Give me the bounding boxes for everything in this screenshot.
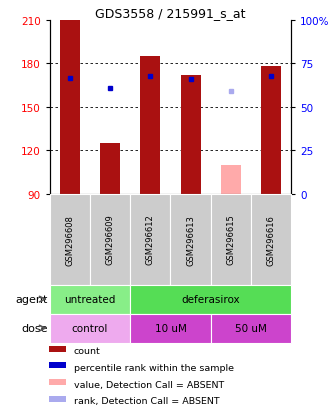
Text: dose: dose	[21, 323, 48, 333]
Bar	[180, 76, 201, 194]
Text: deferasirox: deferasirox	[181, 294, 240, 304]
Bar	[49, 363, 66, 368]
Bar	[211, 194, 251, 285]
Bar	[49, 346, 66, 352]
Bar	[90, 194, 130, 285]
Text: percentile rank within the sample: percentile rank within the sample	[74, 363, 234, 372]
Text: GSM296609: GSM296609	[106, 214, 115, 265]
Bar	[49, 396, 66, 401]
Text: control: control	[72, 323, 108, 333]
Text: untreated: untreated	[64, 294, 116, 304]
Bar	[261, 67, 281, 194]
Text: GSM296616: GSM296616	[267, 214, 276, 265]
Text: GSM296608: GSM296608	[65, 214, 74, 265]
Text: GSM296612: GSM296612	[146, 214, 155, 265]
Bar	[50, 314, 130, 343]
Bar	[100, 143, 120, 194]
Bar	[130, 194, 170, 285]
Bar	[50, 285, 130, 314]
Text: GSM296613: GSM296613	[186, 214, 195, 265]
Bar	[130, 314, 211, 343]
Text: agent: agent	[15, 294, 48, 304]
Text: value, Detection Call = ABSENT: value, Detection Call = ABSENT	[74, 380, 224, 389]
Bar	[251, 194, 291, 285]
Bar	[50, 194, 90, 285]
Bar	[140, 57, 161, 194]
Bar	[170, 194, 211, 285]
Text: count: count	[74, 347, 101, 356]
Title: GDS3558 / 215991_s_at: GDS3558 / 215991_s_at	[95, 7, 246, 19]
Bar	[130, 285, 291, 314]
Bar	[211, 314, 291, 343]
Text: 10 uM: 10 uM	[155, 323, 186, 333]
Bar	[60, 21, 80, 194]
Text: rank, Detection Call = ABSENT: rank, Detection Call = ABSENT	[74, 396, 219, 405]
Bar	[49, 379, 66, 385]
Text: 50 uM: 50 uM	[235, 323, 267, 333]
Text: GSM296615: GSM296615	[226, 214, 235, 265]
Bar	[221, 165, 241, 194]
